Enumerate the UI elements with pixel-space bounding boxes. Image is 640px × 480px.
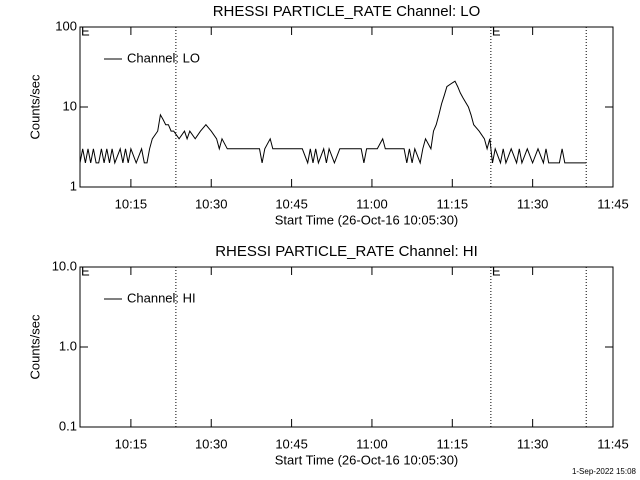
x-tick-label: 10:30 (195, 436, 228, 451)
y-tick-label: 0.1 (59, 418, 77, 433)
legend-label: Channel: HI (127, 290, 196, 305)
y-tick-label: 100 (55, 18, 77, 33)
x-tick-label: 11:45 (597, 196, 629, 211)
x-tick-label: 10:30 (195, 196, 228, 211)
y-tick-label: 10 (63, 98, 77, 113)
x-tick-label: 10:45 (275, 436, 308, 451)
annotation: E (81, 23, 90, 38)
timestamp: 1-Sep-2022 15:08 (572, 467, 637, 476)
x-tick-label: 10:15 (115, 436, 148, 451)
annotation: E (492, 23, 501, 38)
x-tick-label: 11:45 (597, 436, 629, 451)
annotation: E (81, 263, 90, 278)
y-tick-label: 1.0 (59, 338, 77, 353)
y-tick-label: 10.0 (52, 258, 77, 273)
x-tick-label: 11:30 (517, 196, 549, 211)
data-line (79, 80, 587, 165)
x-axis-label: Start Time (26-Oct-16 10:05:30) (275, 452, 459, 467)
x-tick-label: 11:00 (356, 196, 388, 211)
annotation: E (492, 263, 501, 278)
x-tick-label: 11:15 (437, 436, 469, 451)
x-tick-label: 11:00 (356, 436, 388, 451)
y-axis-label: Counts/sec (27, 74, 42, 140)
chart-title: RHESSI PARTICLE_RATE Channel: HI (215, 243, 478, 260)
y-axis-label: Counts/sec (27, 314, 42, 380)
x-tick-label: 10:15 (115, 196, 148, 211)
x-tick-label: 10:45 (275, 196, 308, 211)
x-tick-label: 11:30 (517, 436, 549, 451)
x-axis-label: Start Time (26-Oct-16 10:05:30) (275, 212, 459, 227)
chart-title: RHESSI PARTICLE_RATE Channel: LO (213, 3, 481, 20)
y-tick-label: 1 (70, 178, 77, 193)
x-tick-label: 11:15 (437, 196, 469, 211)
legend-label: Channel: LO (127, 50, 200, 65)
